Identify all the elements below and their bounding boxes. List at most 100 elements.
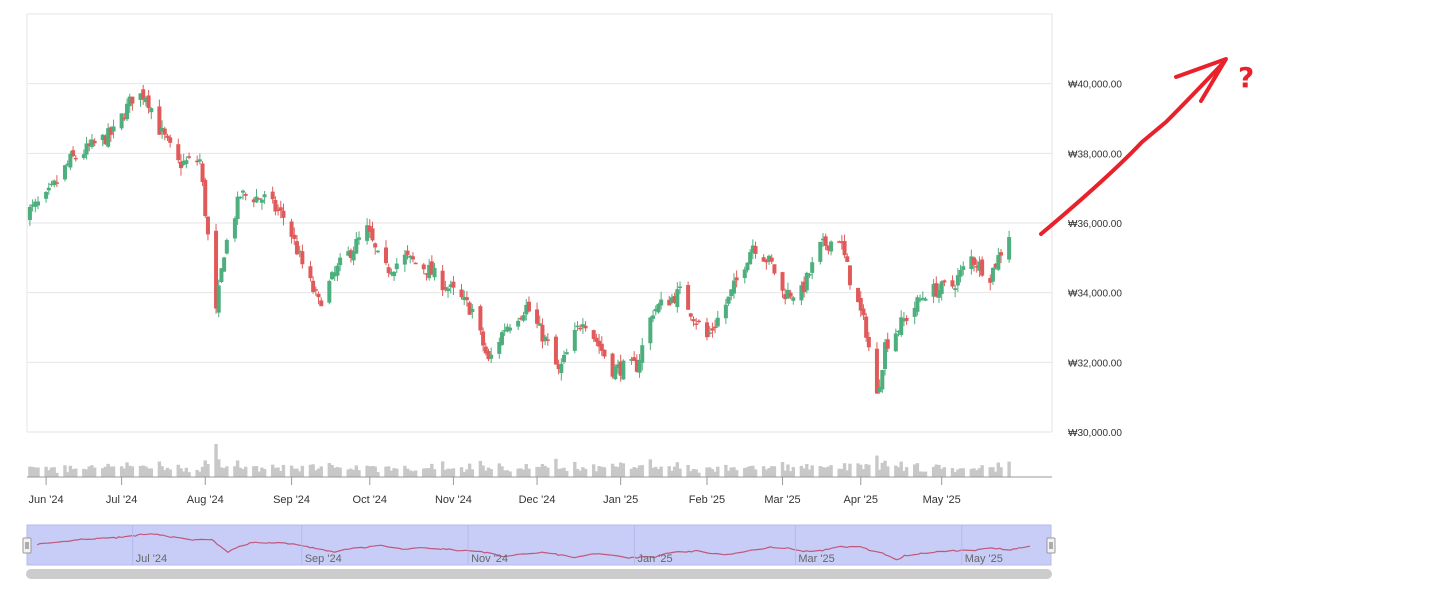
volume-bar	[260, 467, 264, 477]
volume-bar	[618, 462, 623, 477]
volume-bar	[225, 466, 229, 477]
volume-bar	[241, 469, 245, 477]
candle-body	[939, 281, 944, 294]
volume-bar	[422, 468, 426, 477]
y-tick-label: ₩40,000.00	[1068, 80, 1122, 91]
candle-body	[931, 284, 936, 297]
volume-bar	[160, 466, 164, 477]
volume-bar	[508, 471, 512, 477]
candle-body	[111, 126, 116, 132]
candle-body	[297, 250, 302, 253]
candle-body	[575, 325, 580, 328]
candle-body	[459, 289, 464, 298]
navigator[interactable]: Jul '24 Sep '24 Nov '24 Jan '25 Mar '25 May '…	[22, 524, 1056, 566]
volume-bar	[672, 466, 677, 477]
navigator-right-handle[interactable]	[1046, 537, 1056, 554]
volume-bar	[327, 463, 332, 477]
volume-bar	[165, 467, 170, 477]
volume-bar	[610, 463, 615, 477]
volume-bar	[648, 459, 653, 477]
volume-bar	[478, 460, 483, 477]
volume-bar	[52, 467, 56, 477]
candle-body	[197, 159, 202, 162]
volume-bar	[1007, 461, 1011, 477]
candle-body	[799, 285, 804, 301]
volume-bar	[670, 470, 674, 477]
candle-body	[486, 350, 491, 360]
candle-body	[470, 308, 475, 313]
navigator-left-handle[interactable]	[22, 537, 32, 554]
volume-bar	[807, 469, 812, 477]
candle-body	[750, 245, 755, 253]
volume-bar	[30, 466, 35, 477]
volume-bar	[252, 466, 256, 477]
volume-bar	[877, 469, 882, 477]
candle-body	[219, 268, 224, 283]
volume-bar	[195, 469, 199, 477]
volume-bar	[451, 468, 456, 477]
volume-bar	[931, 466, 936, 477]
volume-bar	[111, 466, 116, 477]
volume-bar	[637, 465, 642, 477]
volume-bar	[384, 466, 388, 477]
volume-bar	[206, 463, 210, 477]
volume-bar	[918, 471, 922, 477]
candle-body	[187, 156, 192, 158]
scrollbar[interactable]	[26, 569, 1052, 579]
candle-body	[810, 262, 815, 273]
candle-body	[30, 204, 35, 207]
candle-body	[899, 317, 904, 335]
volume-bar	[942, 467, 947, 477]
volume-bar	[146, 468, 151, 477]
candle-body	[936, 289, 941, 298]
candle-body	[440, 270, 445, 291]
candle-body	[818, 241, 823, 262]
volume-bar	[656, 469, 661, 477]
volume-bar	[554, 458, 558, 477]
volume-bar	[713, 471, 717, 477]
volume-bar	[90, 465, 94, 477]
candle-body	[289, 221, 294, 237]
volume-bar	[724, 464, 728, 477]
volume-bar	[988, 467, 992, 477]
volume-bar	[921, 471, 925, 477]
candle-body	[618, 361, 623, 376]
candle-body	[52, 180, 57, 186]
candle-body	[125, 103, 130, 120]
candle-body	[667, 299, 672, 306]
volume-bar	[470, 469, 475, 477]
volume-bar	[63, 465, 67, 477]
candle-body	[559, 363, 564, 374]
volume-bar	[181, 471, 186, 477]
volume-bar	[82, 468, 86, 477]
candle-body	[138, 93, 143, 100]
candle-body	[44, 191, 49, 199]
navigator-tick-label: May '25	[965, 553, 1003, 565]
x-tick-label: Jul '24	[106, 494, 137, 506]
volume-bar	[829, 465, 833, 477]
candle-body	[254, 196, 259, 203]
candle-body	[912, 307, 917, 317]
volume-bar	[899, 461, 903, 477]
volume-bar	[977, 468, 982, 477]
candle-body	[214, 230, 219, 309]
volume-bar	[289, 465, 294, 477]
candle-body	[696, 320, 701, 323]
candle-body	[497, 341, 502, 354]
candle-body	[918, 299, 923, 301]
volume-bar	[791, 467, 796, 477]
volume-bar	[424, 468, 429, 477]
candle-body	[176, 144, 181, 161]
candle-body	[572, 329, 577, 351]
volume-bar	[578, 470, 582, 477]
candle-body	[621, 360, 626, 380]
volume-bar	[44, 466, 48, 477]
candle-body	[791, 297, 796, 301]
candle-body	[980, 259, 985, 276]
candle-body	[27, 206, 32, 221]
x-axis: Jun '24 Jul '24 Aug '24 Sep '24 Oct '24 Nov '…	[27, 476, 1052, 506]
volume-bar	[484, 470, 488, 477]
candle-body	[999, 252, 1004, 256]
candle-body	[373, 243, 378, 248]
candle-body	[103, 135, 108, 145]
